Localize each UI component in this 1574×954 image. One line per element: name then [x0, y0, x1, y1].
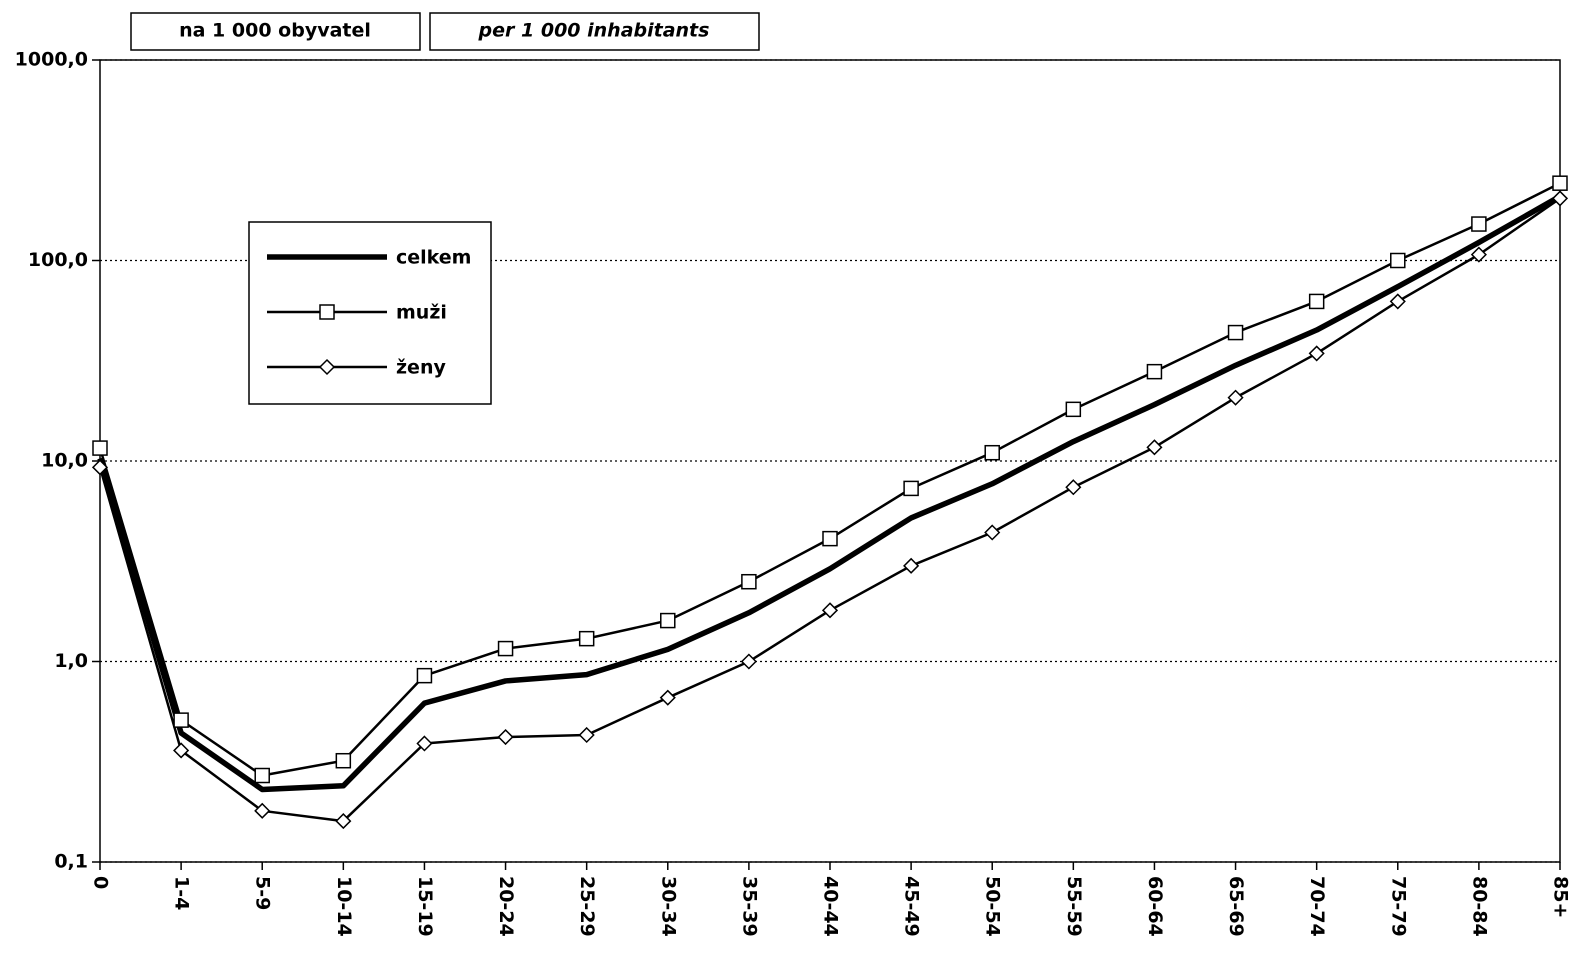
x-tick-label: 80-84 [1468, 876, 1490, 937]
marker [1146, 363, 1163, 380]
marker [659, 689, 676, 706]
marker [1065, 401, 1082, 418]
marker [741, 573, 757, 590]
marker [578, 726, 595, 744]
marker [578, 630, 595, 647]
marker [335, 813, 352, 830]
x-tick-label: 0 [90, 876, 112, 889]
x-tick-label: 50-54 [982, 876, 1004, 937]
marker [254, 802, 271, 819]
marker [92, 440, 108, 456]
marker [903, 480, 919, 497]
marker [1471, 216, 1487, 232]
y-tick-label: 1,0 [54, 650, 88, 672]
marker [91, 459, 109, 476]
x-tick-label: 85+ [1550, 876, 1572, 918]
y-tick-label: 1000,0 [15, 49, 88, 71]
marker [903, 557, 920, 574]
marker [1551, 190, 1569, 207]
legend-label: celkem [396, 247, 471, 269]
marker [319, 304, 335, 320]
x-tick-label: 25-29 [576, 876, 598, 937]
y-tick-label: 0,1 [54, 851, 88, 873]
marker [984, 524, 1001, 541]
marker [1146, 439, 1163, 456]
x-tick-label: 20-24 [495, 876, 517, 937]
marker [1227, 324, 1244, 341]
legend-label: ženy [396, 357, 446, 379]
marker [335, 752, 352, 769]
marker [497, 728, 514, 746]
marker [822, 530, 838, 547]
header-box [429, 12, 760, 51]
marker [1390, 252, 1406, 269]
header-label: per 1 000 inhabitants [478, 20, 710, 42]
marker [1227, 389, 1244, 406]
legend-label: muži [396, 302, 447, 324]
marker [821, 602, 839, 619]
x-tick-label: 35-39 [738, 876, 760, 937]
marker [740, 653, 757, 670]
x-tick-label: 60-64 [1144, 876, 1166, 937]
x-tick-label: 40-44 [820, 876, 842, 937]
x-tick-label: 45-49 [901, 876, 923, 937]
x-tick-label: 10-14 [333, 876, 355, 937]
marker [1470, 246, 1487, 263]
x-tick-label: 55-59 [1063, 876, 1085, 937]
y-tick-label: 10,0 [41, 450, 88, 472]
marker [173, 712, 189, 728]
header-label: na 1 000 obyvatel [179, 20, 371, 42]
marker [416, 735, 433, 752]
x-tick-label: 75-79 [1387, 876, 1409, 937]
marker [1065, 479, 1082, 496]
series-line [97, 193, 1562, 793]
marker [984, 444, 1000, 461]
x-tick-label: 65-69 [1225, 876, 1247, 937]
x-tick-label: 70-74 [1306, 876, 1328, 937]
marker [254, 767, 270, 784]
marker [173, 742, 190, 759]
marker [1552, 175, 1568, 191]
marker [318, 358, 336, 376]
y-tick-label: 100,0 [28, 249, 88, 271]
x-tick-label: 5-9 [252, 876, 274, 910]
marker [660, 612, 676, 629]
header-box [130, 12, 421, 51]
marker [1308, 293, 1325, 310]
x-tick-label: 15-19 [414, 876, 436, 937]
x-tick-label: 30-34 [657, 876, 679, 937]
marker [497, 640, 514, 657]
marker [416, 667, 433, 684]
legend: celkem muži ženy [248, 221, 492, 405]
x-tick-label: 1-4 [171, 876, 193, 910]
marker [1389, 293, 1406, 310]
marker [1308, 345, 1325, 362]
